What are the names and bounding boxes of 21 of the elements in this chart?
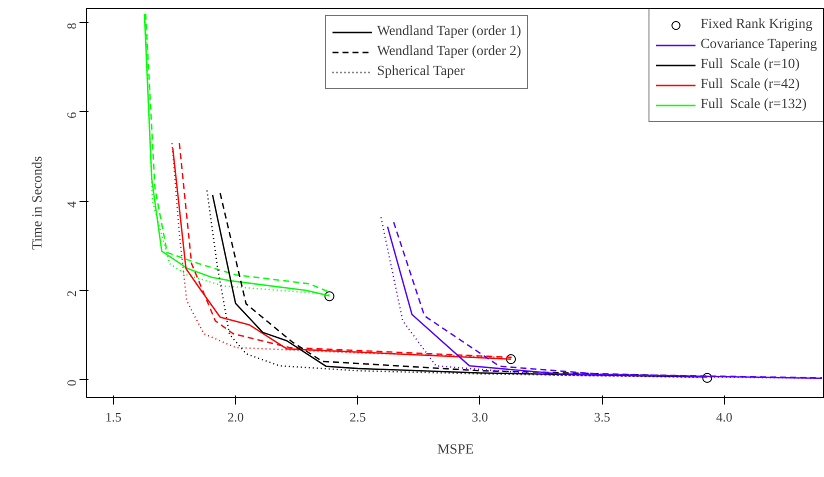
legend-label: Wendland Taper (order 1): [377, 24, 522, 40]
y-tick-label: 6: [64, 111, 79, 118]
x-tick-label: 4.0: [716, 410, 732, 424]
legend-label: Wendland Taper (order 2): [377, 44, 522, 60]
y-tick-label: 0: [64, 380, 79, 386]
y-tick-label: 4: [64, 200, 79, 208]
legend-label: Covariance Tapering: [700, 37, 817, 53]
x-tick-label: 3.5: [594, 410, 610, 424]
x-tick-label: 3.0: [472, 410, 488, 424]
legend-label: Spherical Taper: [377, 64, 465, 80]
legend-label: Full Scale (r=42): [700, 77, 800, 93]
legend-label: Full Scale (r=10): [700, 57, 800, 73]
x-tick-label: 2.0: [227, 410, 244, 424]
x-tick-label: 2.5: [350, 410, 366, 424]
legend-label: Full Scale (r=132): [700, 97, 807, 113]
y-axis-title: Time in Seconds: [30, 156, 46, 250]
legend-label: Fixed Rank Kriging: [700, 17, 812, 33]
x-tick-label: 1.5: [105, 410, 122, 424]
x-axis-title: MSPE: [437, 442, 474, 458]
y-tick-label: 2: [64, 290, 79, 297]
y-tick-label: 8: [64, 22, 79, 30]
